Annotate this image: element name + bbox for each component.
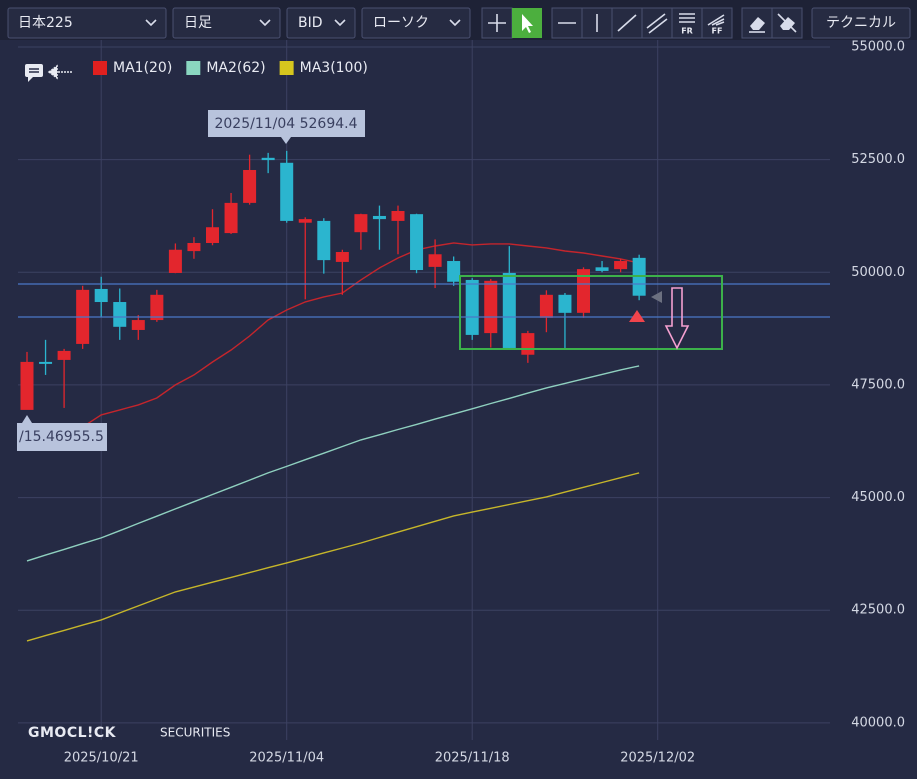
y-tick-label: 45000.0 [851, 490, 905, 505]
low-tooltip: /15.46955.5 [17, 415, 107, 451]
candle-body [539, 294, 553, 318]
candle-body [447, 261, 461, 282]
candle-body [224, 202, 238, 234]
candle-body [502, 272, 516, 348]
period-dropdown[interactable]: 日足 [172, 7, 281, 39]
sell-marker [629, 310, 645, 322]
legend-swatch [93, 61, 107, 75]
symbol-label: 日本225 [18, 15, 73, 31]
high-tooltip-text: 2025/11/04 52694.4 [214, 116, 357, 132]
chart-kind-dropdown[interactable]: ローソク [361, 7, 471, 39]
ma-line [26, 472, 640, 642]
hline-button[interactable] [551, 7, 583, 39]
x-tick-label: 2025/11/18 [435, 751, 510, 766]
candle-body [428, 254, 442, 267]
y-tick-label: 55000.0 [851, 39, 905, 54]
x-tick-label: 2025/11/04 [249, 751, 324, 766]
low-tooltip-text: /15.46955.5 [19, 429, 104, 445]
legend-label: MA2(62) [206, 60, 265, 76]
candle-body [168, 249, 182, 273]
candle-body [243, 169, 257, 203]
candle-body [521, 333, 535, 355]
ff-button[interactable]: FF [701, 7, 733, 39]
legend-swatch [186, 61, 201, 75]
price-dropdown[interactable]: BID [286, 7, 356, 39]
candle-body [20, 361, 34, 410]
period-label: 日足 [184, 15, 212, 31]
legend-label: MA1(20) [113, 60, 172, 76]
ff-label: FF [712, 27, 723, 36]
candle-body [577, 269, 590, 313]
logo: GMOCL!CK SECURITIES [28, 725, 230, 741]
legend-icons[interactable] [25, 64, 72, 82]
price-label: BID [298, 15, 323, 31]
technical-label: テクニカル [826, 15, 896, 31]
y-tick-label: 50000.0 [851, 265, 905, 280]
down-arrow [664, 287, 690, 350]
y-tick-label: 47500.0 [851, 377, 905, 392]
candle-body [354, 214, 368, 233]
y-tick-label: 42500.0 [851, 603, 905, 618]
candle-body [150, 294, 164, 321]
fr-button[interactable]: FR [671, 7, 703, 39]
vline-button[interactable] [581, 7, 613, 39]
candle-body [614, 261, 628, 270]
candle-body [317, 220, 331, 261]
channel-button[interactable] [641, 7, 673, 39]
candle-body [465, 279, 479, 335]
range-box [459, 275, 723, 350]
clear-all-button[interactable] [771, 7, 803, 39]
y-tick-label: 52500.0 [851, 152, 905, 167]
candle-body [335, 252, 349, 262]
symbol-dropdown[interactable]: 日本225 [7, 7, 167, 39]
plot-area: 40000.0 42500.0 45000.0 47500.0 50000.0 52500… [18, 39, 905, 766]
logo-brand: GMOCL!CK [28, 725, 117, 741]
x-tick-label: 2025/12/02 [620, 751, 695, 766]
y-tick-label: 40000.0 [851, 715, 905, 730]
candle-body [94, 288, 108, 303]
candle-body [131, 320, 145, 330]
candle-body [39, 361, 53, 364]
trendline-button[interactable] [611, 7, 643, 39]
candle-body [261, 157, 275, 161]
candle-body [298, 219, 312, 223]
candle-body [484, 280, 498, 334]
pointer-button[interactable] [512, 8, 542, 38]
candle-body [595, 267, 609, 271]
eraser-button[interactable] [741, 7, 773, 39]
candle-body [113, 302, 127, 327]
crosshair-button[interactable] [481, 7, 513, 39]
candle-body [187, 242, 201, 252]
ma-line [26, 365, 640, 562]
candle-body [410, 214, 424, 271]
legend-swatch [279, 61, 294, 75]
chart-kind-label: ローソク [373, 15, 429, 31]
candle-body [372, 215, 386, 220]
technical-button[interactable]: テクニカル [811, 7, 911, 39]
candle-body [391, 211, 405, 221]
price-marker [651, 291, 662, 303]
x-tick-label: 2025/10/21 [64, 751, 139, 766]
high-tooltip: 2025/11/04 52694.4 [208, 110, 365, 144]
candle-body [558, 294, 572, 313]
legend-label: MA3(100) [300, 60, 368, 76]
candle-body [57, 350, 71, 360]
ma-line [26, 242, 640, 447]
candle-body [206, 227, 219, 243]
logo-sub: SECURITIES [160, 726, 230, 740]
candle-body [280, 162, 294, 221]
fr-label: FR [681, 27, 693, 36]
